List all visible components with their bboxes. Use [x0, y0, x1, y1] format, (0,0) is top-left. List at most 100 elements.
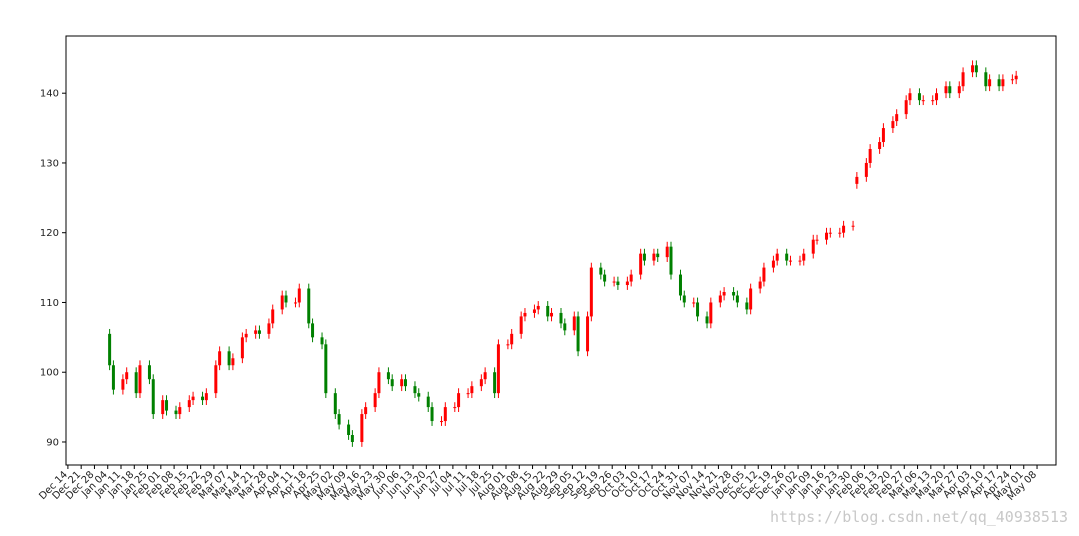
candle-body [297, 288, 301, 303]
candle-body [559, 312, 563, 324]
candle-body [997, 79, 1001, 87]
candle-body [971, 65, 975, 73]
candle-body [178, 407, 182, 415]
candle-body [483, 372, 487, 380]
candle-body [121, 379, 125, 390]
candle-body [293, 302, 297, 304]
candle-body [891, 121, 895, 129]
candle-body [147, 365, 151, 380]
plot-frame [65, 35, 1057, 466]
candle-body [403, 379, 407, 387]
candle-body [360, 414, 364, 442]
candle-body [935, 93, 939, 101]
candle-body [692, 302, 696, 304]
y-tick-label: 110 [40, 298, 59, 309]
candle-body [825, 232, 829, 240]
candle-body [187, 400, 191, 408]
y-tick-label: 130 [40, 158, 59, 169]
candle-body [240, 337, 244, 359]
candle-body [563, 323, 567, 331]
candle-body [244, 333, 248, 338]
candle-body [798, 260, 802, 262]
candle-body [390, 379, 394, 387]
candle-body [125, 372, 129, 380]
candle-body [364, 407, 368, 415]
candle-body [811, 239, 815, 254]
candle-body [271, 309, 275, 324]
candle-body [785, 253, 789, 261]
candle-body [612, 281, 616, 283]
candle-body [1001, 79, 1005, 87]
candle-body [851, 225, 855, 227]
candle-body [479, 379, 483, 387]
candle-body [466, 393, 470, 395]
candle-body [599, 267, 603, 275]
candle-body [134, 372, 138, 394]
candle-body [961, 72, 965, 87]
candle-body [496, 344, 500, 394]
candle-body [373, 393, 377, 408]
candle-body [174, 410, 178, 415]
candle-body [864, 162, 868, 177]
candle-body [267, 323, 271, 334]
candle-body [204, 393, 208, 401]
candle-body [881, 128, 885, 143]
candle-body [324, 344, 328, 394]
candle-body [440, 421, 444, 423]
candle-body [771, 260, 775, 268]
candle-body [678, 274, 682, 296]
candle-body [218, 351, 222, 366]
candle-body [536, 305, 540, 310]
candle-body [625, 281, 629, 286]
candle-body [443, 407, 447, 422]
candle-body [311, 323, 315, 338]
candle-body [682, 295, 686, 303]
candle-body [944, 86, 948, 94]
candle-body [868, 149, 872, 163]
candle-body [307, 288, 311, 324]
y-tick-label: 100 [40, 368, 59, 379]
candle-body [758, 281, 762, 289]
candle-body [815, 239, 819, 241]
candle-body [642, 253, 646, 261]
candle-body [974, 65, 978, 73]
y-tick-label: 120 [40, 228, 59, 239]
candle-body [470, 386, 474, 394]
candle-body [629, 274, 633, 282]
candle-body [161, 400, 165, 415]
candle-body [333, 393, 337, 415]
candle-body [426, 396, 430, 408]
candle-body [735, 295, 739, 303]
candle-body [917, 93, 921, 101]
candle-body [1014, 75, 1018, 80]
candle-body [453, 407, 457, 409]
candle-body [589, 267, 593, 317]
candle-body [506, 344, 510, 346]
candle-body [705, 316, 709, 324]
candle-body [656, 253, 660, 258]
candle-body [709, 302, 713, 324]
candle-body [775, 253, 779, 261]
candle-body [493, 372, 497, 394]
candle-body [895, 114, 899, 122]
candle-body [652, 253, 656, 261]
candle-body [984, 72, 988, 87]
candle-body [802, 253, 806, 261]
candle-body [430, 407, 434, 422]
candle-body [227, 351, 231, 366]
candle-body [745, 302, 749, 310]
candle-body [108, 333, 112, 366]
candle-body [386, 372, 390, 380]
candle-body [957, 86, 961, 94]
candle-body [696, 302, 700, 317]
candle-body [546, 305, 550, 317]
candle-body [616, 281, 620, 286]
candle-body [904, 100, 908, 115]
candle-body [762, 267, 766, 282]
candle-body [201, 396, 205, 401]
candle-body [165, 400, 169, 411]
candle-body [191, 396, 195, 401]
candle-body [665, 246, 669, 258]
candle-body [347, 424, 351, 436]
